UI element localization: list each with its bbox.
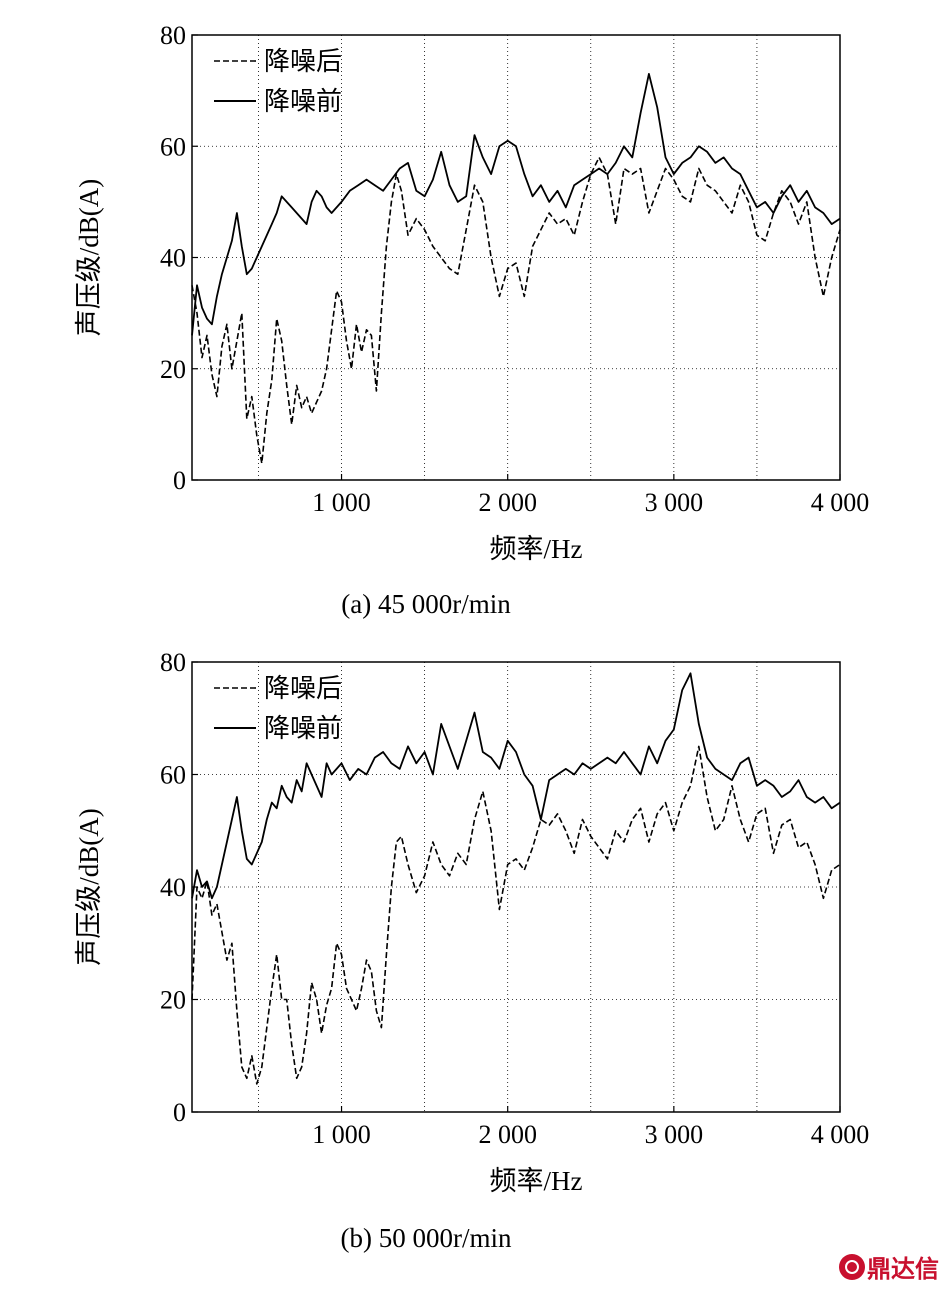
y-tick-label: 0: [173, 1098, 186, 1127]
chart-panel-a: 1 000 2 000 3 000 4 000 0 20 40 60 80 频率/Hz 声压级/dB…: [74, 21, 869, 619]
x-tick-label: 1 000: [312, 1120, 371, 1149]
series-after-line: [191, 156, 841, 465]
y-tick-label: 80: [160, 648, 186, 677]
y-tick-label: 60: [160, 132, 186, 161]
x-axis-label: 频率/Hz: [490, 1166, 583, 1196]
y-axis-label: 声压级/dB(A): [74, 808, 104, 966]
x-tick-label: 2 000: [478, 1120, 537, 1149]
legend-label-after: 降噪后: [264, 47, 342, 76]
x-tick-label: 4 000: [811, 1120, 870, 1149]
x-tick-label: 4 000: [811, 488, 870, 517]
x-tick-label: 2 000: [478, 488, 537, 517]
y-tick-label: 80: [160, 21, 186, 50]
watermark: 鼎达信: [839, 1249, 939, 1284]
legend-label-before: 降噪前: [264, 714, 342, 743]
y-tick-label: 40: [160, 244, 186, 273]
series-after-line: [191, 745, 841, 1085]
panel-caption: (a) 45 000r/min: [341, 589, 511, 619]
x-axis-label: 频率/Hz: [490, 534, 583, 564]
y-tick-label: 40: [160, 873, 186, 902]
panel-caption: (b) 50 000r/min: [341, 1223, 512, 1253]
series-before-line: [191, 73, 841, 336]
y-tick-label: 60: [160, 761, 186, 790]
legend-label-before: 降噪前: [264, 87, 342, 116]
watermark-logo-icon: [839, 1253, 865, 1280]
y-axis-label: 声压级/dB(A): [74, 179, 104, 337]
y-tick-label: 0: [173, 466, 186, 495]
x-tick-label: 3 000: [645, 1120, 704, 1149]
x-tick-label: 3 000: [645, 488, 704, 517]
y-tick-label: 20: [160, 986, 186, 1015]
watermark-text: 鼎达信: [867, 1255, 939, 1283]
y-tick-label: 20: [160, 355, 186, 384]
legend-label-after: 降噪后: [264, 674, 342, 703]
series-before-line: [191, 672, 841, 900]
chart-panel-b: 1 000 2 000 3 000 4 000 0 20 40 60 80 频率/Hz 声压级/dB…: [74, 648, 869, 1253]
x-tick-label: 1 000: [312, 488, 371, 517]
